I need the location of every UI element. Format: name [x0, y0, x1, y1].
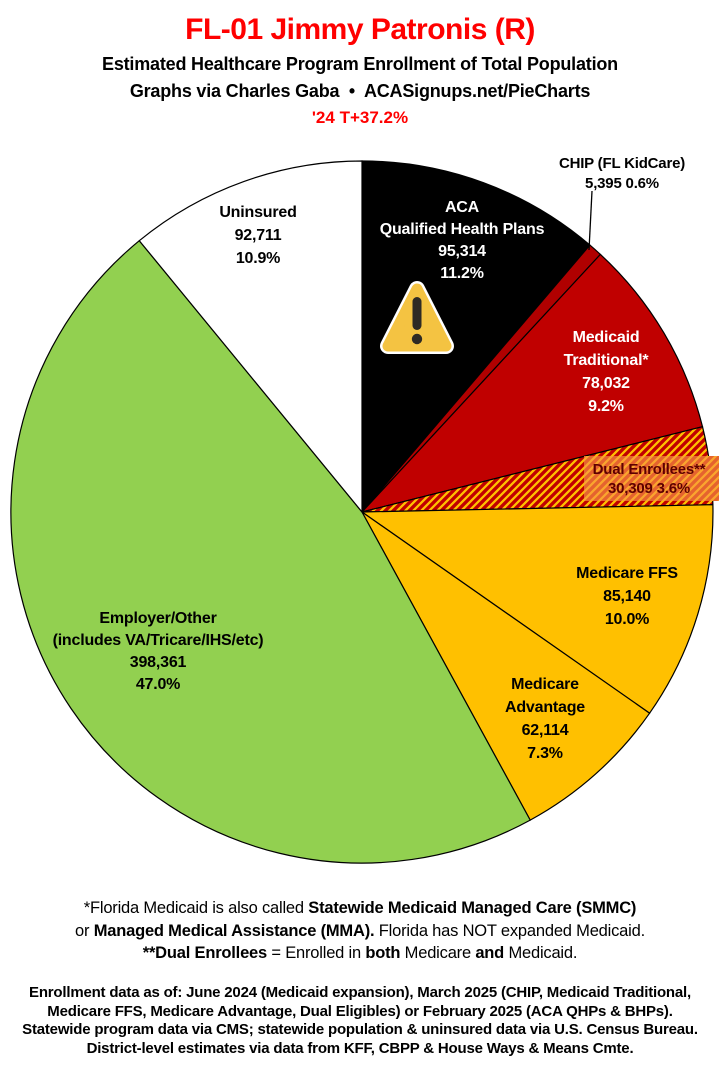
pie-label-aca-qhp: Qualified Health Plans: [380, 221, 545, 238]
pie-slice-uninsured: [138, 160, 363, 514]
pie-labels: ACA Qualified Health Plans 95,314 11.2% CHIP…: [53, 155, 706, 762]
pie-label-medicaid-traditional: Traditional*: [564, 352, 650, 369]
pie-decorations: [380, 190, 719, 501]
pie-label-dual-enrollees: 30,309 3.6%: [608, 480, 690, 497]
pie-label-employer-other: 47.0%: [136, 676, 180, 693]
pie-label-medicare-ffs: 10.0%: [605, 611, 649, 628]
pie-label-medicare-advantage: 7.3%: [527, 745, 563, 762]
pie-label-medicaid-traditional: 9.2%: [588, 398, 624, 415]
footnote-text: *Florida Medicaid is also called Statewi…: [75, 899, 645, 962]
pie-label-medicaid-traditional: Medicaid: [573, 329, 640, 346]
pie-label-aca-qhp: ACA: [445, 199, 480, 216]
label-box-tint-dual-enrollees: [584, 456, 719, 501]
pie-label-dual-enrollees: Dual Enrollees**: [593, 461, 706, 478]
pie-label-employer-other: (includes VA/Tricare/IHS/etc): [53, 632, 264, 649]
credit-line: Graphs via Charles Gaba • ACASignups.net…: [129, 81, 591, 101]
pie-label-medicare-advantage: 62,114: [522, 722, 569, 739]
pie-slice-aca-qhp: [361, 160, 591, 514]
pie-label-aca-qhp: 95,314: [438, 243, 486, 260]
pie-label-uninsured: 10.9%: [236, 250, 280, 267]
pie-label-employer-other: Employer/Other: [99, 610, 216, 627]
pie-label-uninsured: 92,711: [235, 227, 282, 244]
subtitle: Estimated Healthcare Program Enrollment …: [102, 54, 618, 74]
pie-label-medicare-ffs: Medicare FFS: [576, 565, 678, 582]
pie-slice-medicare-ffs: [360, 504, 714, 715]
pie-label-medicare-advantage: Advantage: [505, 699, 585, 716]
pie-label-medicaid-traditional: 78,032: [582, 375, 630, 392]
pie-label-medicare-advantage: Medicare: [511, 676, 579, 693]
pie-label-chip: 5,395 0.6%: [585, 175, 659, 192]
warning-icon-dot: [411, 333, 423, 345]
page-title: FL-01 Jimmy Patronis (R): [185, 13, 535, 46]
pie-slice-employer-other: [10, 239, 532, 864]
callout-line-chip: [588, 190, 593, 251]
pie-label-aca-qhp: 11.2%: [440, 265, 484, 282]
pie-label-uninsured: Uninsured: [219, 204, 296, 221]
pie-label-chip: CHIP (FL KidCare): [559, 155, 685, 172]
pie-slice-medicare-advantage: [361, 511, 651, 821]
change-badge: '24 T+37.2%: [311, 108, 409, 127]
pie-slices: [10, 160, 714, 864]
warning-icon-exclamation: [412, 297, 422, 330]
source-text: Enrollment data as of: June 2024 (Medica…: [22, 984, 698, 1057]
pie-label-employer-other: 398,361: [130, 654, 187, 671]
pie-label-medicare-ffs: 85,140: [603, 588, 651, 605]
